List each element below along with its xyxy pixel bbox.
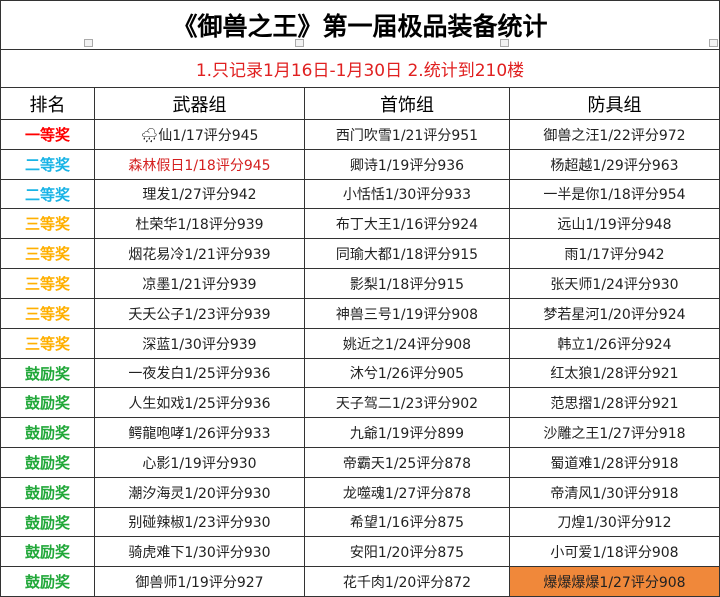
column-header: 武器组 <box>95 88 305 120</box>
entry-cell: 沙雕之王1/27评分918 <box>510 418 720 448</box>
entry-cell: 人生如戏1/25评分936 <box>95 388 305 418</box>
entry-cell: 卿诗1/19评分936 <box>305 150 510 180</box>
rank-cell: 二等奖 <box>0 150 95 180</box>
entry-cell: 杨超越1/29评分963 <box>510 150 720 180</box>
entry-cell: 凉墨1/21评分939 <box>95 269 305 299</box>
entry-cell: 神兽三号1/19评分908 <box>305 299 510 329</box>
entry-cell: 爆爆爆爆1/27评分908 <box>510 567 720 597</box>
entry-cell: 别碰辣椒1/23评分930 <box>95 508 305 537</box>
rank-cell: 鼓励奖 <box>0 567 95 597</box>
entry-cell: 沐兮1/26评分905 <box>305 359 510 388</box>
entry-cell: 一半是你1/18评分954 <box>510 180 720 209</box>
title: 《御兽之王》第一届极品装备统计 <box>0 0 720 50</box>
note: 1.只记录1月16日-1月30日 2.统计到210楼 <box>0 50 720 88</box>
entry-cell: 韩立1/26评分924 <box>510 329 720 359</box>
entry-cell: 布丁大王1/16评分924 <box>305 209 510 239</box>
entry-cell: 夭夭公子1/23评分939 <box>95 299 305 329</box>
filter-button[interactable] <box>84 39 93 47</box>
entry-cell: 杜荣华1/18评分939 <box>95 209 305 239</box>
entry-cell: 御兽师1/19评分927 <box>95 567 305 597</box>
column-header: 防具组 <box>510 88 720 120</box>
entry-cell: 九爺1/19评分899 <box>305 418 510 448</box>
rank-cell: 鼓励奖 <box>0 448 95 478</box>
rank-cell: 三等奖 <box>0 329 95 359</box>
entry-cell: 龙噬魂1/27评分878 <box>305 478 510 508</box>
entry-cell: 姚近之1/24评分908 <box>305 329 510 359</box>
entry-cell: 帝霸天1/25评分878 <box>305 448 510 478</box>
entry-cell: 蜀道难1/28评分918 <box>510 448 720 478</box>
entry-cell: 深蓝1/30评分939 <box>95 329 305 359</box>
entry-cell: 森林假日1/18评分945 <box>95 150 305 180</box>
entry-cell: 西门吹雪1/21评分951 <box>305 120 510 150</box>
entry-cell: 御兽之汪1/22评分972 <box>510 120 720 150</box>
filter-button[interactable] <box>295 39 304 47</box>
column-header: 首饰组 <box>305 88 510 120</box>
rank-cell: 三等奖 <box>0 239 95 269</box>
entry-cell: 刀煌1/30评分912 <box>510 508 720 537</box>
rank-cell: 二等奖 <box>0 180 95 209</box>
entry-cell: 雨1/17评分942 <box>510 239 720 269</box>
rank-cell: 鼓励奖 <box>0 359 95 388</box>
entry-cell: 安阳1/20评分875 <box>305 537 510 567</box>
entry-cell: 同瑜大都1/18评分915 <box>305 239 510 269</box>
entry-cell: 希望1/16评分875 <box>305 508 510 537</box>
rank-cell: 一等奖 <box>0 120 95 150</box>
entry-cell: 红太狼1/28评分921 <box>510 359 720 388</box>
rank-cell: 鼓励奖 <box>0 478 95 508</box>
rank-cell: 鼓励奖 <box>0 388 95 418</box>
entry-cell: 影梨1/18评分915 <box>305 269 510 299</box>
entry-cell: 理发1/27评分942 <box>95 180 305 209</box>
rank-cell: 鼓励奖 <box>0 418 95 448</box>
entry-cell: 烟花易冷1/21评分939 <box>95 239 305 269</box>
rank-cell: 三等奖 <box>0 299 95 329</box>
entry-cell: 潮汐海灵1/20评分930 <box>95 478 305 508</box>
entry-cell: 范思摺1/28评分921 <box>510 388 720 418</box>
filter-button[interactable] <box>500 39 509 47</box>
rank-cell: 三等奖 <box>0 209 95 239</box>
filter-button[interactable] <box>709 39 718 47</box>
rank-cell: 鼓励奖 <box>0 508 95 537</box>
entry-cell: 张天师1/24评分930 <box>510 269 720 299</box>
rank-cell: 鼓励奖 <box>0 537 95 567</box>
entry-cell: 远山1/19评分948 <box>510 209 720 239</box>
entry-cell: 一夜发白1/25评分936 <box>95 359 305 388</box>
column-header: 排名 <box>0 88 95 120</box>
entry-cell: 🌧仙1/17评分945 <box>95 120 305 150</box>
rank-cell: 三等奖 <box>0 269 95 299</box>
entry-cell: 心影1/19评分930 <box>95 448 305 478</box>
entry-cell: 鳄龍咆哮1/26评分933 <box>95 418 305 448</box>
entry-cell: 帝清风1/30评分918 <box>510 478 720 508</box>
entry-cell: 梦若星河1/20评分924 <box>510 299 720 329</box>
entry-cell: 小恬恬1/30评分933 <box>305 180 510 209</box>
entry-cell: 骑虎难下1/30评分930 <box>95 537 305 567</box>
entry-cell: 天子驾二1/23评分902 <box>305 388 510 418</box>
entry-cell: 小可爱1/18评分908 <box>510 537 720 567</box>
entry-cell: 花千肉1/20评分872 <box>305 567 510 597</box>
